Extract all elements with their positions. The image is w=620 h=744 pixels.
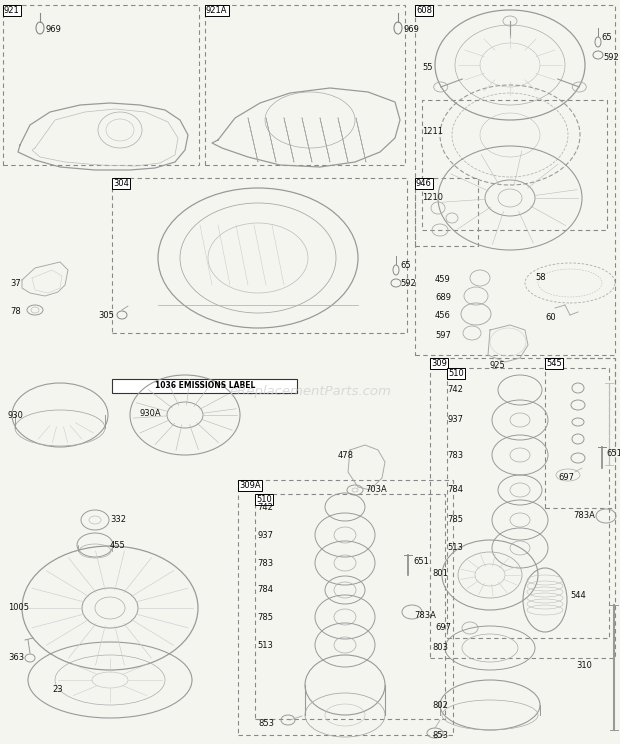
Bar: [415, 178, 478, 246]
Text: 697: 697: [435, 623, 451, 632]
Text: 65: 65: [400, 261, 410, 271]
Bar: [205, 5, 405, 165]
Text: 597: 597: [435, 330, 451, 339]
Text: 37: 37: [10, 278, 20, 287]
Text: 803: 803: [432, 644, 448, 652]
Text: 689: 689: [435, 293, 451, 303]
Text: 783: 783: [447, 451, 463, 460]
Text: 60: 60: [545, 313, 556, 322]
Text: 478: 478: [338, 452, 354, 461]
Bar: [112, 178, 407, 333]
Text: 784: 784: [447, 486, 463, 495]
Text: 363: 363: [8, 652, 24, 661]
Text: 544: 544: [570, 591, 586, 600]
Text: 783: 783: [257, 559, 273, 568]
Text: 651: 651: [606, 449, 620, 458]
Text: 309A: 309A: [239, 481, 260, 490]
Text: 513: 513: [257, 641, 273, 650]
Text: 703A: 703A: [365, 486, 387, 495]
Text: 802: 802: [432, 702, 448, 711]
Text: 921A: 921A: [206, 6, 228, 15]
Text: 969: 969: [45, 25, 61, 34]
Bar: [255, 494, 445, 719]
Text: 1036 EMISSIONS LABEL: 1036 EMISSIONS LABEL: [155, 382, 255, 391]
Text: 513: 513: [447, 544, 463, 553]
Text: 78: 78: [10, 307, 20, 315]
Text: 651: 651: [413, 557, 429, 566]
Text: 853: 853: [432, 731, 448, 740]
Text: 930A: 930A: [140, 408, 162, 417]
Text: 783A: 783A: [573, 512, 595, 521]
Text: 937: 937: [257, 530, 273, 539]
Bar: [447, 368, 609, 638]
Text: 55: 55: [422, 63, 433, 72]
Bar: [545, 358, 615, 508]
Text: 1005: 1005: [8, 603, 29, 612]
Text: 305: 305: [98, 312, 114, 321]
Text: 783A: 783A: [414, 611, 436, 620]
Bar: [3, 5, 199, 165]
Text: 592: 592: [603, 54, 619, 62]
Bar: [422, 100, 607, 230]
Text: 65: 65: [601, 33, 611, 42]
Text: 1210: 1210: [422, 193, 443, 202]
Text: 58: 58: [535, 274, 546, 283]
Text: 510: 510: [448, 369, 464, 378]
Text: 545: 545: [546, 359, 562, 368]
Text: 309: 309: [431, 359, 447, 368]
Text: 921: 921: [4, 6, 20, 15]
Bar: [112, 379, 297, 393]
Text: 332: 332: [110, 516, 126, 525]
Text: 608: 608: [416, 6, 432, 15]
Text: 969: 969: [403, 25, 419, 34]
Text: 937: 937: [447, 415, 463, 425]
Text: 946: 946: [416, 179, 432, 188]
Bar: [415, 5, 615, 355]
Text: 1211: 1211: [422, 127, 443, 136]
Text: 697: 697: [558, 472, 574, 481]
Text: 742: 742: [257, 502, 273, 512]
Text: 304: 304: [113, 179, 129, 188]
Text: 930: 930: [8, 411, 24, 420]
Text: 456: 456: [435, 312, 451, 321]
Text: 510: 510: [256, 495, 272, 504]
Bar: [430, 358, 615, 658]
Text: 784: 784: [257, 586, 273, 594]
Text: 23: 23: [52, 685, 63, 694]
Text: 925: 925: [490, 362, 506, 371]
Text: 801: 801: [432, 569, 448, 579]
Bar: [238, 480, 453, 735]
Text: 455: 455: [110, 542, 126, 551]
Text: 853: 853: [258, 719, 274, 728]
Text: 742: 742: [447, 385, 463, 394]
Text: 592: 592: [400, 278, 416, 287]
Text: 310: 310: [576, 661, 592, 670]
Text: 459: 459: [435, 275, 451, 284]
Text: 785: 785: [257, 612, 273, 621]
Text: 785: 785: [447, 516, 463, 525]
Text: eReplacementParts.com: eReplacementParts.com: [229, 385, 391, 399]
